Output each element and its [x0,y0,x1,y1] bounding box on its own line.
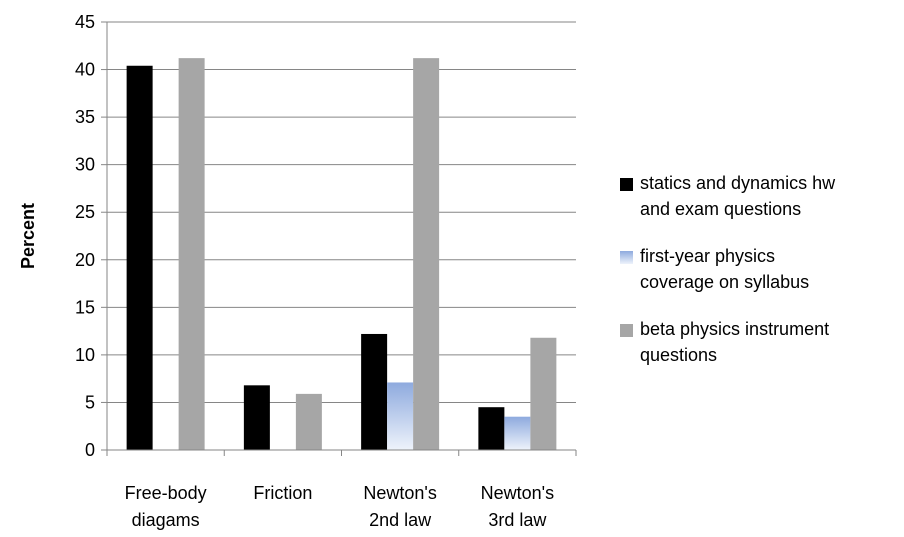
legend-swatch [620,324,633,337]
y-tick-label: 45 [75,12,95,32]
y-tick-label: 10 [75,345,95,365]
legend-item-1: statics and dynamics hw and exam question… [620,170,904,222]
axes [101,21,577,456]
y-tick-label: 30 [75,155,95,175]
y-tick-label: 0 [85,440,95,460]
legend-label: beta physics instrument questions [640,319,830,365]
bar-3-2 [295,393,322,450]
bar-1-3 [361,333,388,450]
y-tick-label: 5 [85,392,95,412]
legend-label: statics and dynamics hw and exam question… [640,173,836,219]
x-category-label: Newton's 3rd law [481,483,554,530]
bar-2-3 [387,382,414,450]
legend-swatch [620,251,633,264]
y-tick-label: 25 [75,202,95,222]
y-axis-label: Percent [18,203,38,269]
bar-3-1 [178,58,205,451]
bar-3-3 [413,58,440,451]
x-category-label: Newton's 2nd law [363,483,436,530]
bar-2-4 [504,416,531,450]
x-category-labels: Free-body diagams Friction Newton's 2nd law N… [125,483,555,530]
legend-item-3: beta physics instrument questions [620,316,904,368]
bar-1-4 [478,407,505,450]
y-tick-label: 40 [75,60,95,80]
bar-3-4 [530,337,557,450]
gridlines [107,21,576,403]
y-tick-label: 20 [75,250,95,270]
legend-label: first-year physics coverage on syllabus [640,246,810,292]
bars-group [126,58,557,451]
bar-1-1 [126,65,153,451]
x-category-label: Friction [253,483,312,503]
legend-swatch [620,178,633,191]
legend-item-2: first-year physics coverage on syllabus [620,243,904,295]
y-tick-label: 35 [75,107,95,127]
legend: statics and dynamics hw and exam question… [620,170,904,389]
y-tick-labels: 0 5 10 15 20 25 30 35 40 45 [75,12,95,460]
y-tick-label: 15 [75,297,95,317]
bar-1-2 [243,385,270,450]
x-category-label: Free-body diagams [125,483,207,530]
